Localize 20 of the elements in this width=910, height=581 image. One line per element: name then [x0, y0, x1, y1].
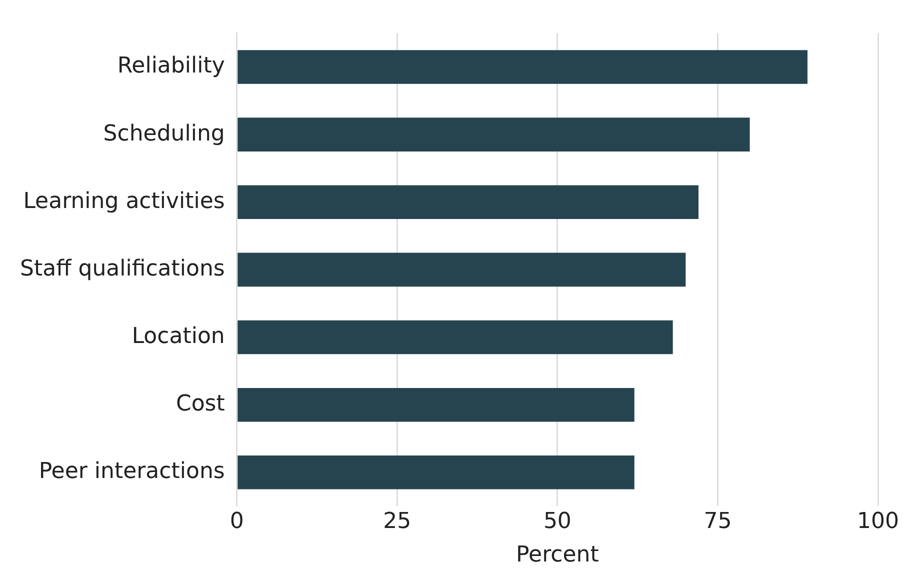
x-tick-label: 50 — [543, 509, 572, 534]
x-axis-title: Percent — [516, 542, 600, 568]
bar — [238, 388, 634, 422]
y-tick-label: Scheduling — [103, 121, 225, 146]
y-tick-label: Reliability — [117, 54, 225, 79]
y-tick-label: Cost — [176, 392, 226, 417]
y-tick-label: Location — [132, 324, 225, 349]
x-tick-label: 100 — [857, 509, 900, 534]
y-tick-label: Staff qualifications — [20, 256, 225, 282]
bar — [238, 118, 750, 152]
bar — [238, 50, 808, 84]
y-tick-label: Peer interactions — [38, 459, 225, 484]
y-tick-label: Learning activities — [23, 188, 225, 214]
x-tick-label: 25 — [383, 509, 412, 534]
x-tick-label: 0 — [230, 509, 244, 534]
bar — [238, 185, 698, 220]
bar — [238, 320, 673, 354]
bar — [238, 252, 686, 287]
bar — [238, 456, 634, 490]
x-tick-label: 75 — [704, 509, 732, 534]
